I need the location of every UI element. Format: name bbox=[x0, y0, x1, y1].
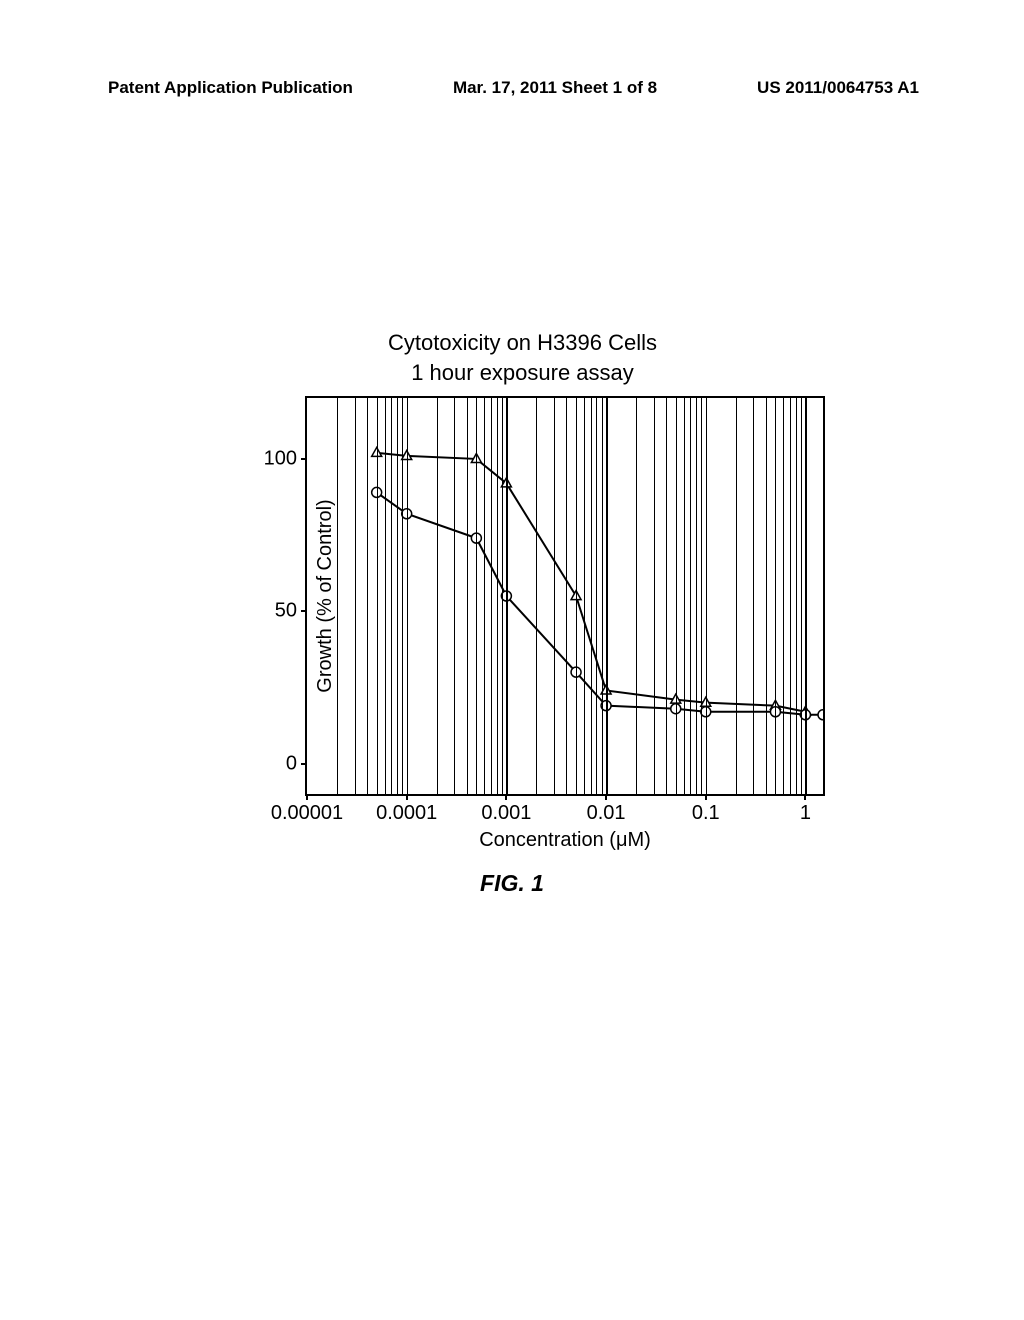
gridline-vertical bbox=[690, 398, 691, 794]
gridline-vertical bbox=[775, 398, 776, 794]
gridline-vertical bbox=[736, 398, 737, 794]
gridline-vertical bbox=[654, 398, 655, 794]
gridline-vertical bbox=[606, 398, 608, 794]
gridline-vertical bbox=[502, 398, 503, 794]
gridline-vertical bbox=[801, 398, 802, 794]
xtick-label: 0.0001 bbox=[376, 802, 437, 825]
xtick-major bbox=[505, 794, 507, 800]
gridline-vertical bbox=[566, 398, 567, 794]
gridline-vertical bbox=[701, 398, 702, 794]
xtick-major bbox=[406, 794, 408, 800]
header-right: US 2011/0064753 A1 bbox=[757, 78, 919, 98]
gridline-vertical bbox=[506, 398, 508, 794]
gridline-vertical bbox=[554, 398, 555, 794]
gridline-vertical bbox=[536, 398, 537, 794]
gridline-vertical bbox=[454, 398, 455, 794]
gridline-vertical bbox=[666, 398, 667, 794]
gridline-vertical bbox=[584, 398, 585, 794]
plot-area: Growth (% of Control) Concentration (μM)… bbox=[305, 396, 825, 796]
ytick-label: 0 bbox=[286, 752, 297, 775]
xtick-major bbox=[605, 794, 607, 800]
gridline-vertical bbox=[596, 398, 597, 794]
gridline-vertical bbox=[367, 398, 368, 794]
xtick-major bbox=[705, 794, 707, 800]
gridline-vertical bbox=[337, 398, 338, 794]
xtick-label: 0.01 bbox=[587, 802, 626, 825]
gridline-vertical bbox=[790, 398, 791, 794]
xtick-major bbox=[306, 794, 308, 800]
gridline-vertical bbox=[467, 398, 468, 794]
ytick-mark bbox=[301, 458, 307, 460]
xtick-major bbox=[804, 794, 806, 800]
gridline-vertical bbox=[576, 398, 577, 794]
gridline-vertical bbox=[476, 398, 477, 794]
xtick-label: 0.00001 bbox=[271, 802, 343, 825]
gridline-vertical bbox=[805, 398, 807, 794]
gridline-vertical bbox=[766, 398, 767, 794]
header-left: Patent Application Publication bbox=[108, 78, 353, 98]
gridline-vertical bbox=[753, 398, 754, 794]
series-marker bbox=[818, 710, 823, 720]
gridline-vertical bbox=[696, 398, 697, 794]
x-axis-label: Concentration (μM) bbox=[479, 829, 651, 852]
series-line bbox=[377, 492, 823, 714]
gridline-vertical bbox=[491, 398, 492, 794]
gridline-vertical bbox=[684, 398, 685, 794]
xtick-label: 0.001 bbox=[481, 802, 531, 825]
figure-caption: FIG. 1 bbox=[0, 870, 1024, 897]
gridline-vertical bbox=[385, 398, 386, 794]
gridline-vertical bbox=[437, 398, 438, 794]
header-center: Mar. 17, 2011 Sheet 1 of 8 bbox=[453, 78, 657, 98]
ytick-label: 50 bbox=[275, 600, 297, 623]
gridline-vertical bbox=[355, 398, 356, 794]
chart-subtitle: 1 hour exposure assay bbox=[210, 360, 835, 386]
xtick-label: 1 bbox=[800, 802, 811, 825]
gridline-vertical bbox=[391, 398, 392, 794]
gridline-vertical bbox=[407, 398, 409, 794]
gridline-vertical bbox=[402, 398, 403, 794]
gridline-vertical bbox=[497, 398, 498, 794]
ytick-label: 100 bbox=[264, 447, 297, 470]
page-header: Patent Application Publication Mar. 17, … bbox=[0, 78, 1024, 98]
ytick-mark bbox=[301, 763, 307, 765]
y-axis-label: Growth (% of Control) bbox=[314, 499, 337, 692]
xtick-label: 0.1 bbox=[692, 802, 720, 825]
gridline-vertical bbox=[602, 398, 603, 794]
gridline-vertical bbox=[706, 398, 708, 794]
ytick-mark bbox=[301, 610, 307, 612]
gridline-vertical bbox=[676, 398, 677, 794]
gridline-vertical bbox=[636, 398, 637, 794]
gridline-vertical bbox=[591, 398, 592, 794]
chart-container: Cytotoxicity on H3396 Cells 1 hour expos… bbox=[210, 330, 835, 796]
gridline-vertical bbox=[397, 398, 398, 794]
gridline-vertical bbox=[783, 398, 784, 794]
chart-title: Cytotoxicity on H3396 Cells bbox=[210, 330, 835, 356]
gridline-vertical bbox=[796, 398, 797, 794]
gridline-vertical bbox=[484, 398, 485, 794]
gridline-vertical bbox=[377, 398, 378, 794]
